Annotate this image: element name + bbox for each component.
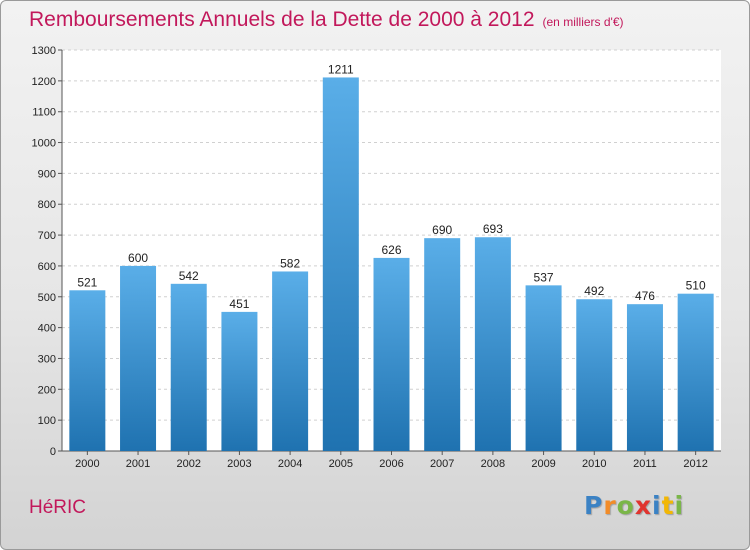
y-tick-label: 100: [38, 415, 56, 427]
bar: [322, 77, 359, 452]
bar: [221, 311, 258, 451]
chart-title: Remboursements Annuels de la Dette de 20…: [29, 8, 624, 32]
y-tick-label: 1100: [32, 107, 56, 119]
y-tick-label: 0: [50, 446, 56, 458]
bar: [525, 285, 562, 451]
bar: [69, 290, 106, 451]
value-label: 542: [179, 269, 199, 283]
value-label: 600: [128, 251, 148, 265]
bar: [170, 283, 207, 451]
y-tick-label: 200: [38, 384, 56, 396]
commune-name: HéRIC: [29, 497, 87, 518]
value-label: 492: [584, 284, 604, 298]
x-tick-label: 2000: [75, 458, 99, 470]
logo-letter: r: [603, 491, 617, 520]
x-tick-label: 2010: [582, 458, 606, 470]
value-label: 521: [77, 275, 97, 289]
x-tick-label: 2005: [329, 458, 353, 470]
logo-letter: i: [674, 491, 685, 520]
y-tick-label: 600: [38, 261, 56, 273]
value-label: 537: [534, 270, 554, 284]
proxiti-logo: Proxiti: [584, 491, 684, 520]
x-tick-label: 2011: [633, 458, 657, 470]
bar: [272, 271, 309, 451]
x-tick-label: 2002: [176, 458, 200, 470]
logo-letter: P: [584, 491, 604, 520]
x-tick-label: 2012: [683, 458, 707, 470]
logo-letter: x: [634, 491, 652, 520]
x-tick-label: 2001: [126, 458, 150, 470]
bar: [677, 293, 714, 451]
y-tick-label: 800: [38, 199, 56, 211]
y-tick-label: 400: [38, 323, 56, 335]
value-label: 1211: [328, 62, 354, 76]
x-tick-label: 2009: [531, 458, 555, 470]
value-label: 693: [483, 222, 503, 236]
value-label: 451: [229, 297, 249, 311]
y-tick-label: 1200: [32, 76, 56, 88]
x-tick-label: 2007: [430, 458, 454, 470]
bar: [424, 238, 461, 451]
logo-letter: i: [652, 491, 662, 520]
value-label: 690: [432, 223, 452, 237]
x-tick-label: 2006: [379, 458, 403, 470]
chart-subtitle: (en milliers d'€): [542, 15, 624, 29]
bar: [373, 257, 410, 451]
logo-letter: o: [616, 491, 635, 520]
y-tick-label: 300: [38, 353, 56, 365]
y-tick-label: 700: [38, 230, 56, 242]
bar: [626, 304, 663, 451]
chart-title-text: Remboursements Annuels de la Dette de 20…: [29, 8, 535, 31]
bar: [120, 265, 157, 451]
y-tick-label: 1000: [32, 138, 56, 150]
value-label: 510: [686, 279, 706, 293]
y-tick-label: 1300: [32, 45, 56, 57]
bar: [576, 299, 613, 451]
bar: [474, 237, 511, 451]
x-tick-label: 2003: [227, 458, 251, 470]
value-label: 626: [381, 243, 401, 257]
x-tick-label: 2004: [278, 458, 302, 470]
value-label: 476: [635, 289, 655, 303]
value-label: 582: [280, 256, 300, 270]
y-tick-label: 900: [38, 168, 56, 180]
logo-letter: t: [661, 491, 675, 520]
x-tick-label: 2008: [481, 458, 505, 470]
y-tick-label: 500: [38, 292, 56, 304]
